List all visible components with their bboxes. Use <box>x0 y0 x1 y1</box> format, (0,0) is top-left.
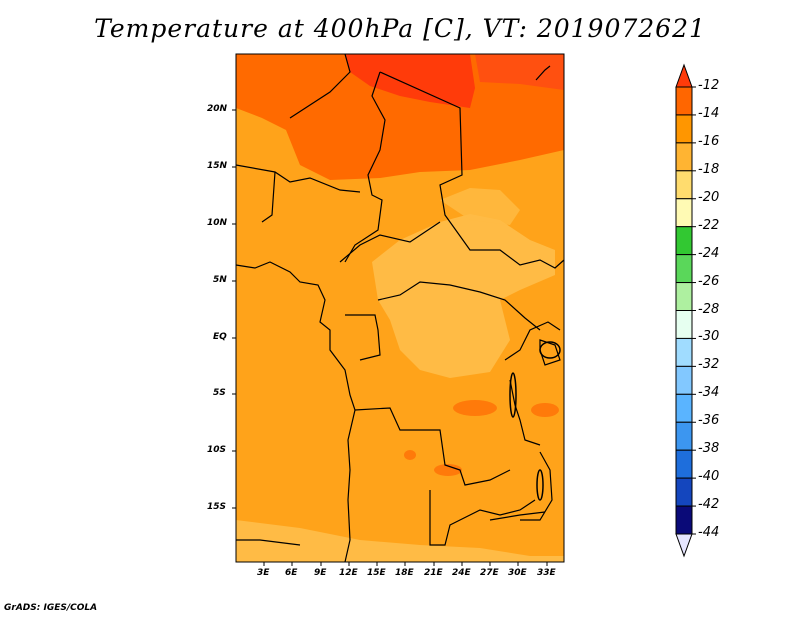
colorbar-label: -38 <box>698 441 720 457</box>
colorbar-bottom-arrow <box>675 533 693 558</box>
colorbar-label: -36 <box>698 413 720 429</box>
lon-label: 27E <box>480 568 499 578</box>
warmest-region-ne <box>475 54 564 90</box>
colorbar-label: -30 <box>698 329 720 345</box>
lat-label: 10S <box>207 445 227 455</box>
colorbar-box <box>675 505 693 535</box>
colorbar-box <box>675 449 693 479</box>
colorbar-label: -16 <box>698 133 720 149</box>
colorbar-label: -18 <box>698 161 720 177</box>
colorbar-label: -32 <box>698 357 720 373</box>
colorbar-box <box>675 337 693 367</box>
colorbar-label: -22 <box>698 217 720 233</box>
chart-title: Temperature at 400hPa [C], VT: 201907262… <box>94 14 706 43</box>
colorbar-box <box>675 477 693 507</box>
lat-ticks <box>232 109 236 509</box>
colorbar-label: -24 <box>698 245 720 261</box>
lon-label: 30E <box>508 568 527 578</box>
lat-label: 5S <box>213 388 226 398</box>
lat-label: 15S <box>207 502 227 512</box>
lon-label: 24E <box>452 568 471 578</box>
warm-patch-3 <box>434 464 462 476</box>
lat-label: 20N <box>207 104 228 114</box>
cool-patch-south <box>236 520 564 562</box>
lon-label: 18E <box>395 568 414 578</box>
colorbar-box <box>675 282 693 311</box>
lon-label: 12E <box>339 568 358 578</box>
warm-patch-4 <box>404 450 416 460</box>
lon-ticks <box>263 562 548 566</box>
colorbar-box <box>675 198 693 228</box>
lon-label: 33E <box>537 568 556 578</box>
lat-label: EQ <box>213 332 227 342</box>
lon-label: 15E <box>367 568 386 578</box>
lat-label: 10N <box>207 218 228 228</box>
colorbar-box <box>675 114 693 144</box>
colorbar-label: -40 <box>698 469 720 485</box>
colorbar-label: -12 <box>698 78 720 93</box>
cool-belt-central <box>372 214 555 378</box>
lakes <box>509 341 561 501</box>
lon-label: 3E <box>257 568 270 578</box>
colorbar-box <box>675 226 693 256</box>
colorbar-box <box>675 421 693 451</box>
colorbar-box <box>675 142 693 172</box>
lon-label: 9E <box>314 568 327 578</box>
colorbar-box <box>675 310 693 339</box>
warm-patch-1 <box>453 400 497 416</box>
colorbar-label: -42 <box>698 497 720 513</box>
lon-label: 6E <box>285 568 298 578</box>
colorbar-top-arrow <box>675 63 693 88</box>
lat-label: 15N <box>207 161 228 171</box>
colorbar-box <box>675 170 693 200</box>
warmest-region <box>345 54 475 108</box>
colorbar-box <box>675 393 693 423</box>
colorbar-label: -34 <box>698 385 720 401</box>
warm-patch-2 <box>531 403 559 417</box>
colorbar <box>675 63 696 558</box>
lat-label: 5N <box>213 275 227 285</box>
lon-label: 21E <box>424 568 443 578</box>
map-frame <box>235 53 565 563</box>
colorbar-label: -26 <box>698 273 720 289</box>
colorbar-label: -14 <box>698 105 720 121</box>
cool-belt-ne <box>440 188 520 225</box>
colorbar-label: -44 <box>698 525 720 540</box>
colorbar-label: -28 <box>698 301 720 317</box>
colorbar-box <box>675 254 693 284</box>
warm-region-north <box>236 54 564 180</box>
colorbar-label: -20 <box>698 189 720 205</box>
colorbar-box <box>675 86 693 116</box>
colorbar-box <box>675 365 693 395</box>
credit-text: GrADS: IGES/COLA <box>4 603 98 613</box>
borders <box>235 53 565 563</box>
